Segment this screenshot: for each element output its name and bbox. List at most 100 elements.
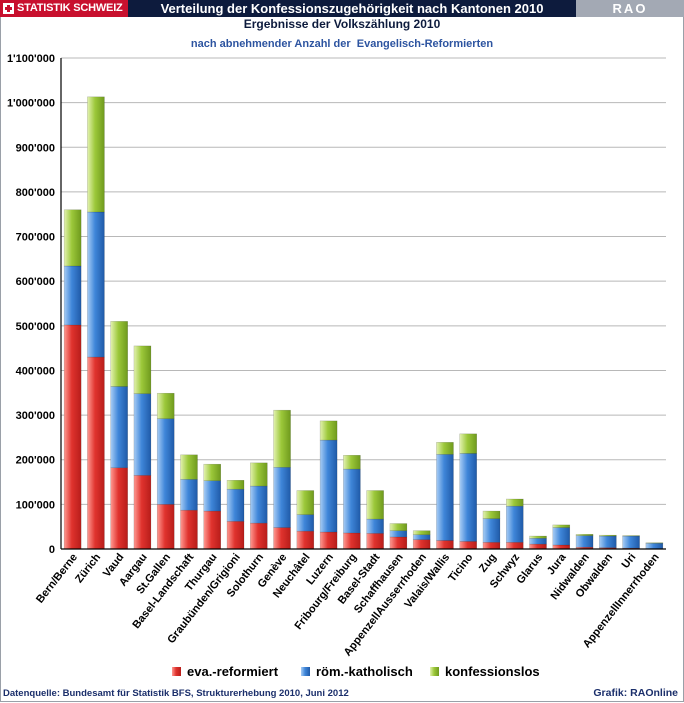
bar-segment-reformiert [133, 475, 152, 550]
bar-segment-konfessionslos [226, 480, 245, 490]
legend-item-reformiert: eva.-reformiert [172, 664, 279, 679]
bar-segment-konfessionslos [156, 392, 175, 419]
bar-segment-reformiert [180, 509, 198, 550]
y-tick-label: 200'000 [16, 455, 55, 467]
statistik-schweiz-logo: STATISTIK SCHWEIZ [0, 0, 128, 17]
x-tick-label: Zürich [73, 551, 103, 585]
bar-segment-katholisch [389, 530, 408, 538]
bar-segment-reformiert [110, 467, 128, 550]
x-tick-label: Ticino [446, 551, 475, 584]
bar-segment-konfessionslos [599, 534, 617, 537]
bar-segment-katholisch [63, 265, 82, 326]
bar-segment-konfessionslos [459, 433, 477, 454]
bar-segment-reformiert [436, 540, 454, 550]
bar-segment-katholisch [436, 454, 454, 541]
legend-swatch [172, 667, 181, 676]
bar-segment-konfessionslos [87, 96, 105, 213]
bar-segment-katholisch [482, 518, 501, 543]
bar-segment-reformiert [459, 541, 477, 550]
legend-label: röm.-katholisch [316, 664, 413, 679]
bar-segment-konfessionslos [343, 455, 361, 470]
bar-segment-konfessionslos [366, 490, 384, 520]
bar-segment-katholisch [412, 534, 431, 540]
bar-segment-reformiert [156, 504, 175, 550]
bar-segment-katholisch [599, 535, 617, 548]
y-tick-label: 600'000 [16, 276, 55, 288]
bar-segment-reformiert [482, 542, 501, 550]
bar-segment-konfessionslos [296, 490, 315, 515]
legend-swatch [301, 667, 310, 676]
bar-segment-katholisch [552, 527, 571, 546]
y-tick-label: 1'000'000 [7, 98, 55, 110]
header-bar: STATISTIK SCHWEIZ Verteilung der Konfess… [0, 0, 684, 17]
bar-segment-konfessionslos [412, 530, 431, 535]
bar-segment-katholisch [622, 535, 640, 549]
bar-segment-katholisch [506, 505, 524, 543]
grid-lines [61, 57, 666, 505]
bar-segment-konfessionslos [110, 321, 128, 387]
y-tick-label: 100'000 [16, 499, 55, 511]
bar-segment-katholisch [156, 418, 175, 505]
bar-segment-katholisch [296, 514, 315, 532]
bar-segment-katholisch [343, 468, 361, 534]
bar-segment-reformiert [296, 530, 315, 550]
legend: eva.-reformiert röm.-katholisch konfession… [172, 664, 540, 679]
bar-segment-katholisch [250, 485, 268, 524]
y-tick-label: 700'000 [16, 232, 55, 244]
bar-segment-reformiert [250, 522, 268, 550]
x-tick-label: Zug [477, 551, 499, 574]
bar-segment-katholisch [226, 488, 245, 522]
bar-segment-katholisch [645, 542, 664, 549]
graphic-credit: Grafik: RAOnline [593, 687, 678, 699]
bar-segment-konfessionslos [319, 420, 338, 441]
y-tick-label: 400'000 [16, 365, 55, 377]
bar-segment-konfessionslos [552, 524, 571, 528]
y-tick-label: 0 [49, 544, 55, 556]
bar-segment-katholisch [133, 393, 152, 476]
bar-segment-katholisch [366, 518, 384, 534]
x-tick-label: Uri [620, 551, 639, 570]
y-axis-tick-labels: 0 100'000 200'000 300'000 400'000 500'000 600'… [7, 53, 55, 556]
legend-item-katholisch: röm.-katholisch [301, 664, 413, 679]
bar-segment-katholisch [575, 535, 594, 548]
bar-segment-konfessionslos [482, 510, 501, 519]
bar-segment-reformiert [506, 542, 524, 550]
bar-segment-konfessionslos [436, 442, 454, 455]
bar-segment-reformiert [343, 532, 361, 550]
bar-segment-katholisch [273, 467, 291, 528]
y-tick-label: 300'000 [16, 410, 55, 422]
legend-label: eva.-reformiert [187, 664, 279, 679]
bar-segment-katholisch [459, 453, 477, 542]
rao-logo: RAO [576, 0, 684, 17]
bar-segment-reformiert [63, 324, 82, 550]
stacked-bar-chart: 0 100'000 200'000 300'000 400'000 500'000 600'… [7, 53, 666, 679]
legend-swatch [430, 667, 439, 676]
bar-segment-reformiert [273, 527, 291, 550]
page-title: Verteilung der Konfessionszugehörigkeit … [160, 1, 544, 16]
bars [63, 96, 664, 550]
bar-segment-konfessionslos [133, 345, 152, 394]
chart-sorting-note: nach abnehmender Anzahl der Evangelisch-… [190, 38, 494, 50]
bar-segment-konfessionslos [273, 409, 291, 468]
y-tick-label: 500'000 [16, 321, 55, 333]
bar-segment-reformiert [319, 531, 338, 550]
bar-segment-reformiert [366, 533, 384, 550]
bar-segment-reformiert [87, 356, 105, 550]
bar-segment-katholisch [529, 538, 547, 545]
bar-segment-reformiert [203, 510, 221, 550]
y-tick-label: 900'000 [16, 142, 55, 154]
bar-segment-konfessionslos [529, 535, 547, 539]
y-tick-label: 800'000 [16, 187, 55, 199]
brand-label: STATISTIK SCHWEIZ [17, 2, 123, 14]
legend-label: konfessionslos [445, 664, 540, 679]
bar-segment-katholisch [87, 211, 105, 358]
data-source-note: Datenquelle: Bundesamt für Statistik BFS… [3, 688, 349, 699]
bar-segment-katholisch [319, 439, 338, 533]
chart-subtitle: Ergebnisse der Volkszählung 2010 [243, 17, 441, 31]
swiss-cross-icon [3, 3, 14, 14]
bar-segment-konfessionslos [250, 462, 268, 487]
bar-segment-konfessionslos [575, 534, 594, 536]
bar-segment-reformiert [412, 539, 431, 550]
bar-segment-konfessionslos [180, 454, 198, 480]
bar-segment-reformiert [389, 536, 408, 550]
